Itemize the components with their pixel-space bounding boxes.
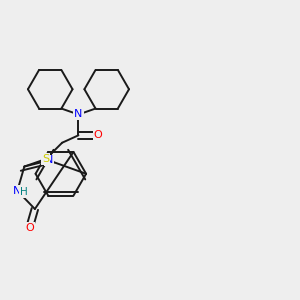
- Text: H: H: [20, 187, 28, 197]
- Text: N: N: [74, 110, 83, 119]
- Text: S: S: [42, 154, 49, 164]
- Text: N: N: [45, 155, 53, 165]
- Text: O: O: [93, 130, 102, 140]
- Text: N: N: [13, 186, 22, 196]
- Text: O: O: [25, 223, 34, 232]
